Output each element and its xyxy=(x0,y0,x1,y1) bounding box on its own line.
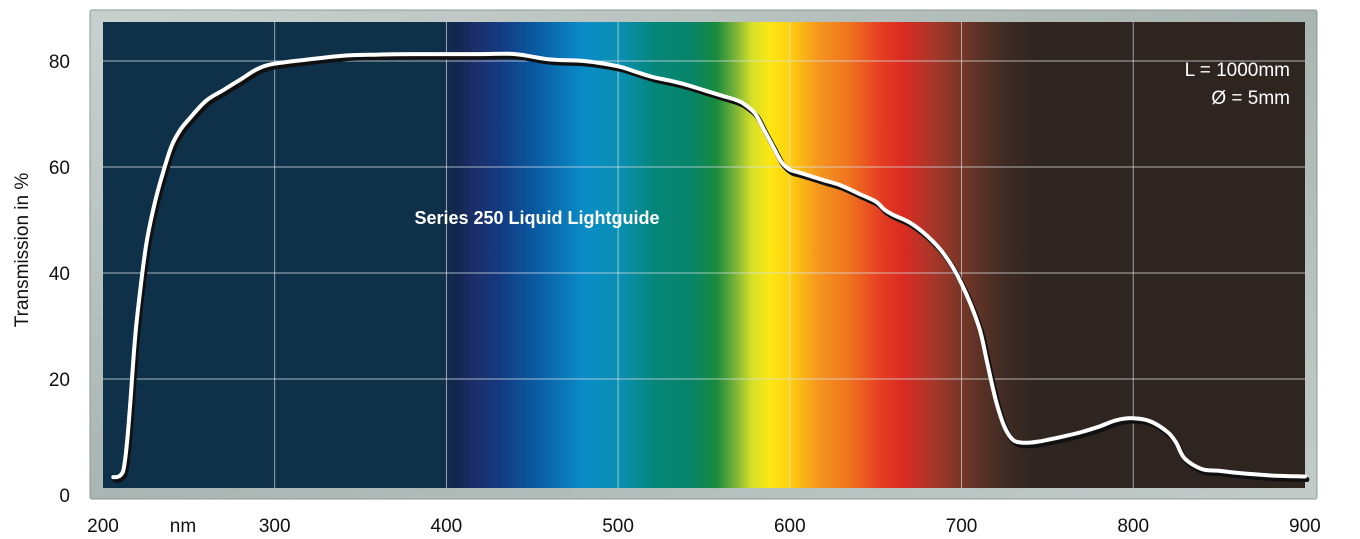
x-unit-label: nm xyxy=(170,516,196,537)
plot-area xyxy=(103,22,1305,488)
x-tick-label-200: 200 xyxy=(87,516,119,537)
y-tick-label-20: 20 xyxy=(49,370,70,391)
diameter-annotation: Ø = 5mm xyxy=(1211,88,1290,109)
x-tick-label-500: 500 xyxy=(602,516,634,537)
tick-labels: 200 300 400 500 600 700 800 900 0 20 40 60 80 xyxy=(49,52,1321,537)
gridlines xyxy=(103,22,1305,488)
y-tick-label-40: 40 xyxy=(49,264,70,285)
x-tick-label-400: 400 xyxy=(431,516,463,537)
x-tick-label-700: 700 xyxy=(946,516,978,537)
x-tick-label-900: 900 xyxy=(1289,516,1321,537)
y-tick-label-60: 60 xyxy=(49,158,70,179)
series-line xyxy=(111,51,1307,480)
series-label: Series 250 Liquid Lightguide xyxy=(414,208,659,228)
x-tick-label-800: 800 xyxy=(1117,516,1149,537)
y-tick-label-0: 0 xyxy=(59,486,70,507)
y-axis-title: Transmission in % xyxy=(12,173,33,328)
x-tick-label-600: 600 xyxy=(774,516,806,537)
curve-group xyxy=(110,51,1308,480)
length-annotation: L = 1000mm xyxy=(1185,60,1290,81)
y-tick-label-80: 80 xyxy=(49,52,70,73)
x-tick-label-300: 300 xyxy=(259,516,291,537)
